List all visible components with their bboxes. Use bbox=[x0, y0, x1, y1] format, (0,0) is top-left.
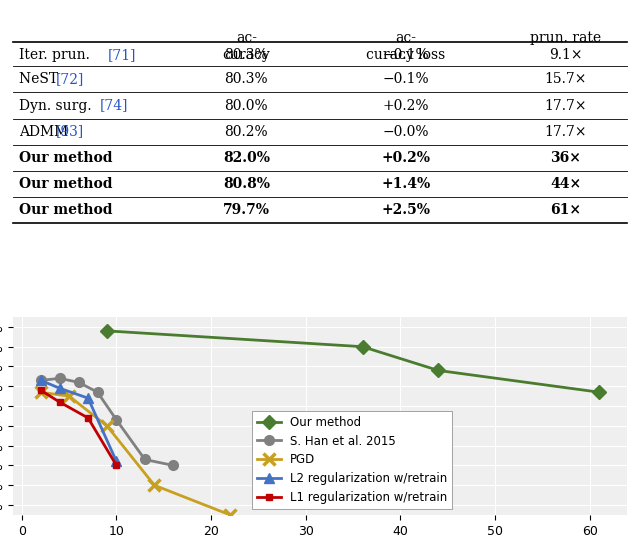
Text: 80.8%: 80.8% bbox=[223, 177, 270, 191]
Text: Iter. prun.: Iter. prun. bbox=[19, 48, 94, 62]
S. Han et al. 2015 bbox=[170, 462, 177, 469]
Text: 15.7×: 15.7× bbox=[545, 73, 587, 86]
Text: 80.0%: 80.0% bbox=[225, 99, 268, 113]
Text: 17.7×: 17.7× bbox=[545, 99, 587, 113]
S. Han et al. 2015 bbox=[93, 389, 101, 396]
Text: −0.1%: −0.1% bbox=[383, 73, 429, 86]
Text: 82.0%: 82.0% bbox=[223, 151, 270, 165]
Our method bbox=[359, 344, 367, 350]
PGD bbox=[103, 423, 111, 429]
Line: L2 regularization w/retrain: L2 regularization w/retrain bbox=[36, 376, 122, 466]
Our method bbox=[103, 327, 111, 334]
L2 regularization w/retrain bbox=[84, 395, 92, 402]
Text: [71]: [71] bbox=[108, 48, 136, 62]
Text: 36×: 36× bbox=[550, 151, 581, 165]
Text: 61×: 61× bbox=[550, 203, 581, 217]
Text: prun. rate: prun. rate bbox=[530, 31, 602, 46]
Our method bbox=[435, 367, 442, 373]
L1 regularization w/retrain bbox=[113, 462, 120, 469]
L2 regularization w/retrain bbox=[113, 458, 120, 464]
Text: +0.2%: +0.2% bbox=[381, 151, 431, 165]
S. Han et al. 2015 bbox=[141, 456, 148, 463]
Text: +1.4%: +1.4% bbox=[381, 177, 431, 191]
Text: −0.1%: −0.1% bbox=[383, 48, 429, 62]
L1 regularization w/retrain bbox=[56, 399, 63, 405]
S. Han et al. 2015 bbox=[37, 377, 45, 384]
Text: Our method: Our method bbox=[19, 151, 113, 165]
L2 regularization w/retrain bbox=[37, 377, 45, 384]
Text: ac-
curacy: ac- curacy bbox=[222, 31, 270, 62]
PGD bbox=[65, 393, 73, 399]
PGD bbox=[37, 389, 45, 396]
Text: [74]: [74] bbox=[100, 99, 129, 113]
Text: ADMM: ADMM bbox=[19, 125, 72, 139]
Text: 44×: 44× bbox=[550, 177, 581, 191]
Line: S. Han et al. 2015: S. Han et al. 2015 bbox=[36, 373, 178, 470]
Text: +0.2%: +0.2% bbox=[383, 99, 429, 113]
Text: 80.2%: 80.2% bbox=[225, 125, 268, 139]
Text: +2.5%: +2.5% bbox=[381, 203, 431, 217]
L2 regularization w/retrain bbox=[56, 385, 63, 391]
Line: L1 regularization w/retrain: L1 regularization w/retrain bbox=[37, 387, 120, 469]
Text: NeST: NeST bbox=[19, 73, 63, 86]
Our method bbox=[595, 389, 603, 396]
Text: [72]: [72] bbox=[56, 73, 84, 86]
L1 regularization w/retrain bbox=[84, 415, 92, 421]
Text: 9.1×: 9.1× bbox=[549, 48, 582, 62]
L1 regularization w/retrain bbox=[37, 387, 45, 393]
Legend: Our method, S. Han et al. 2015, PGD, L2 regularization w/retrain, L1 regularizat: Our method, S. Han et al. 2015, PGD, L2 … bbox=[252, 411, 452, 509]
Text: Our method: Our method bbox=[19, 203, 113, 217]
Text: Dyn. surg.: Dyn. surg. bbox=[19, 99, 96, 113]
Line: PGD: PGD bbox=[35, 386, 236, 521]
S. Han et al. 2015 bbox=[56, 375, 63, 382]
Line: Our method: Our method bbox=[102, 326, 604, 397]
Text: 80.3%: 80.3% bbox=[225, 73, 268, 86]
Text: −0.0%: −0.0% bbox=[383, 125, 429, 139]
Text: 80.3%: 80.3% bbox=[225, 48, 268, 62]
PGD bbox=[226, 512, 234, 518]
Text: ac-
curacy loss: ac- curacy loss bbox=[366, 31, 445, 62]
Text: 17.7×: 17.7× bbox=[545, 125, 587, 139]
Text: 79.7%: 79.7% bbox=[223, 203, 270, 217]
Text: [93]: [93] bbox=[56, 125, 84, 139]
S. Han et al. 2015 bbox=[113, 417, 120, 423]
PGD bbox=[150, 482, 158, 488]
Text: Our method: Our method bbox=[19, 177, 113, 191]
S. Han et al. 2015 bbox=[75, 379, 83, 385]
